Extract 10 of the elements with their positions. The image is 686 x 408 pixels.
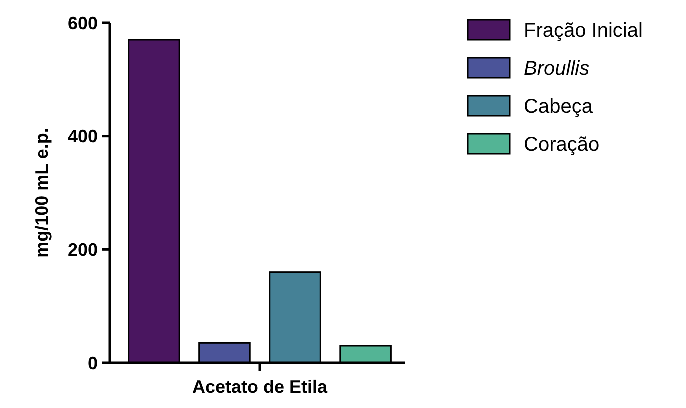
legend-label: Fração Inicial [524,20,643,42]
y-tick-label: 600 [68,13,98,34]
y-tick-label: 200 [68,240,98,260]
y-tick-label: 0 [88,353,98,374]
legend-label: Coração [524,134,600,156]
y-axis-title: mg/100 mL e.p. [32,128,52,258]
x-axis-title: Acetato de Etila [192,377,328,397]
legend-label: Broullis [524,58,590,80]
y-tick-label: 400 [68,126,98,147]
legend-label: Cabeça [524,96,594,118]
